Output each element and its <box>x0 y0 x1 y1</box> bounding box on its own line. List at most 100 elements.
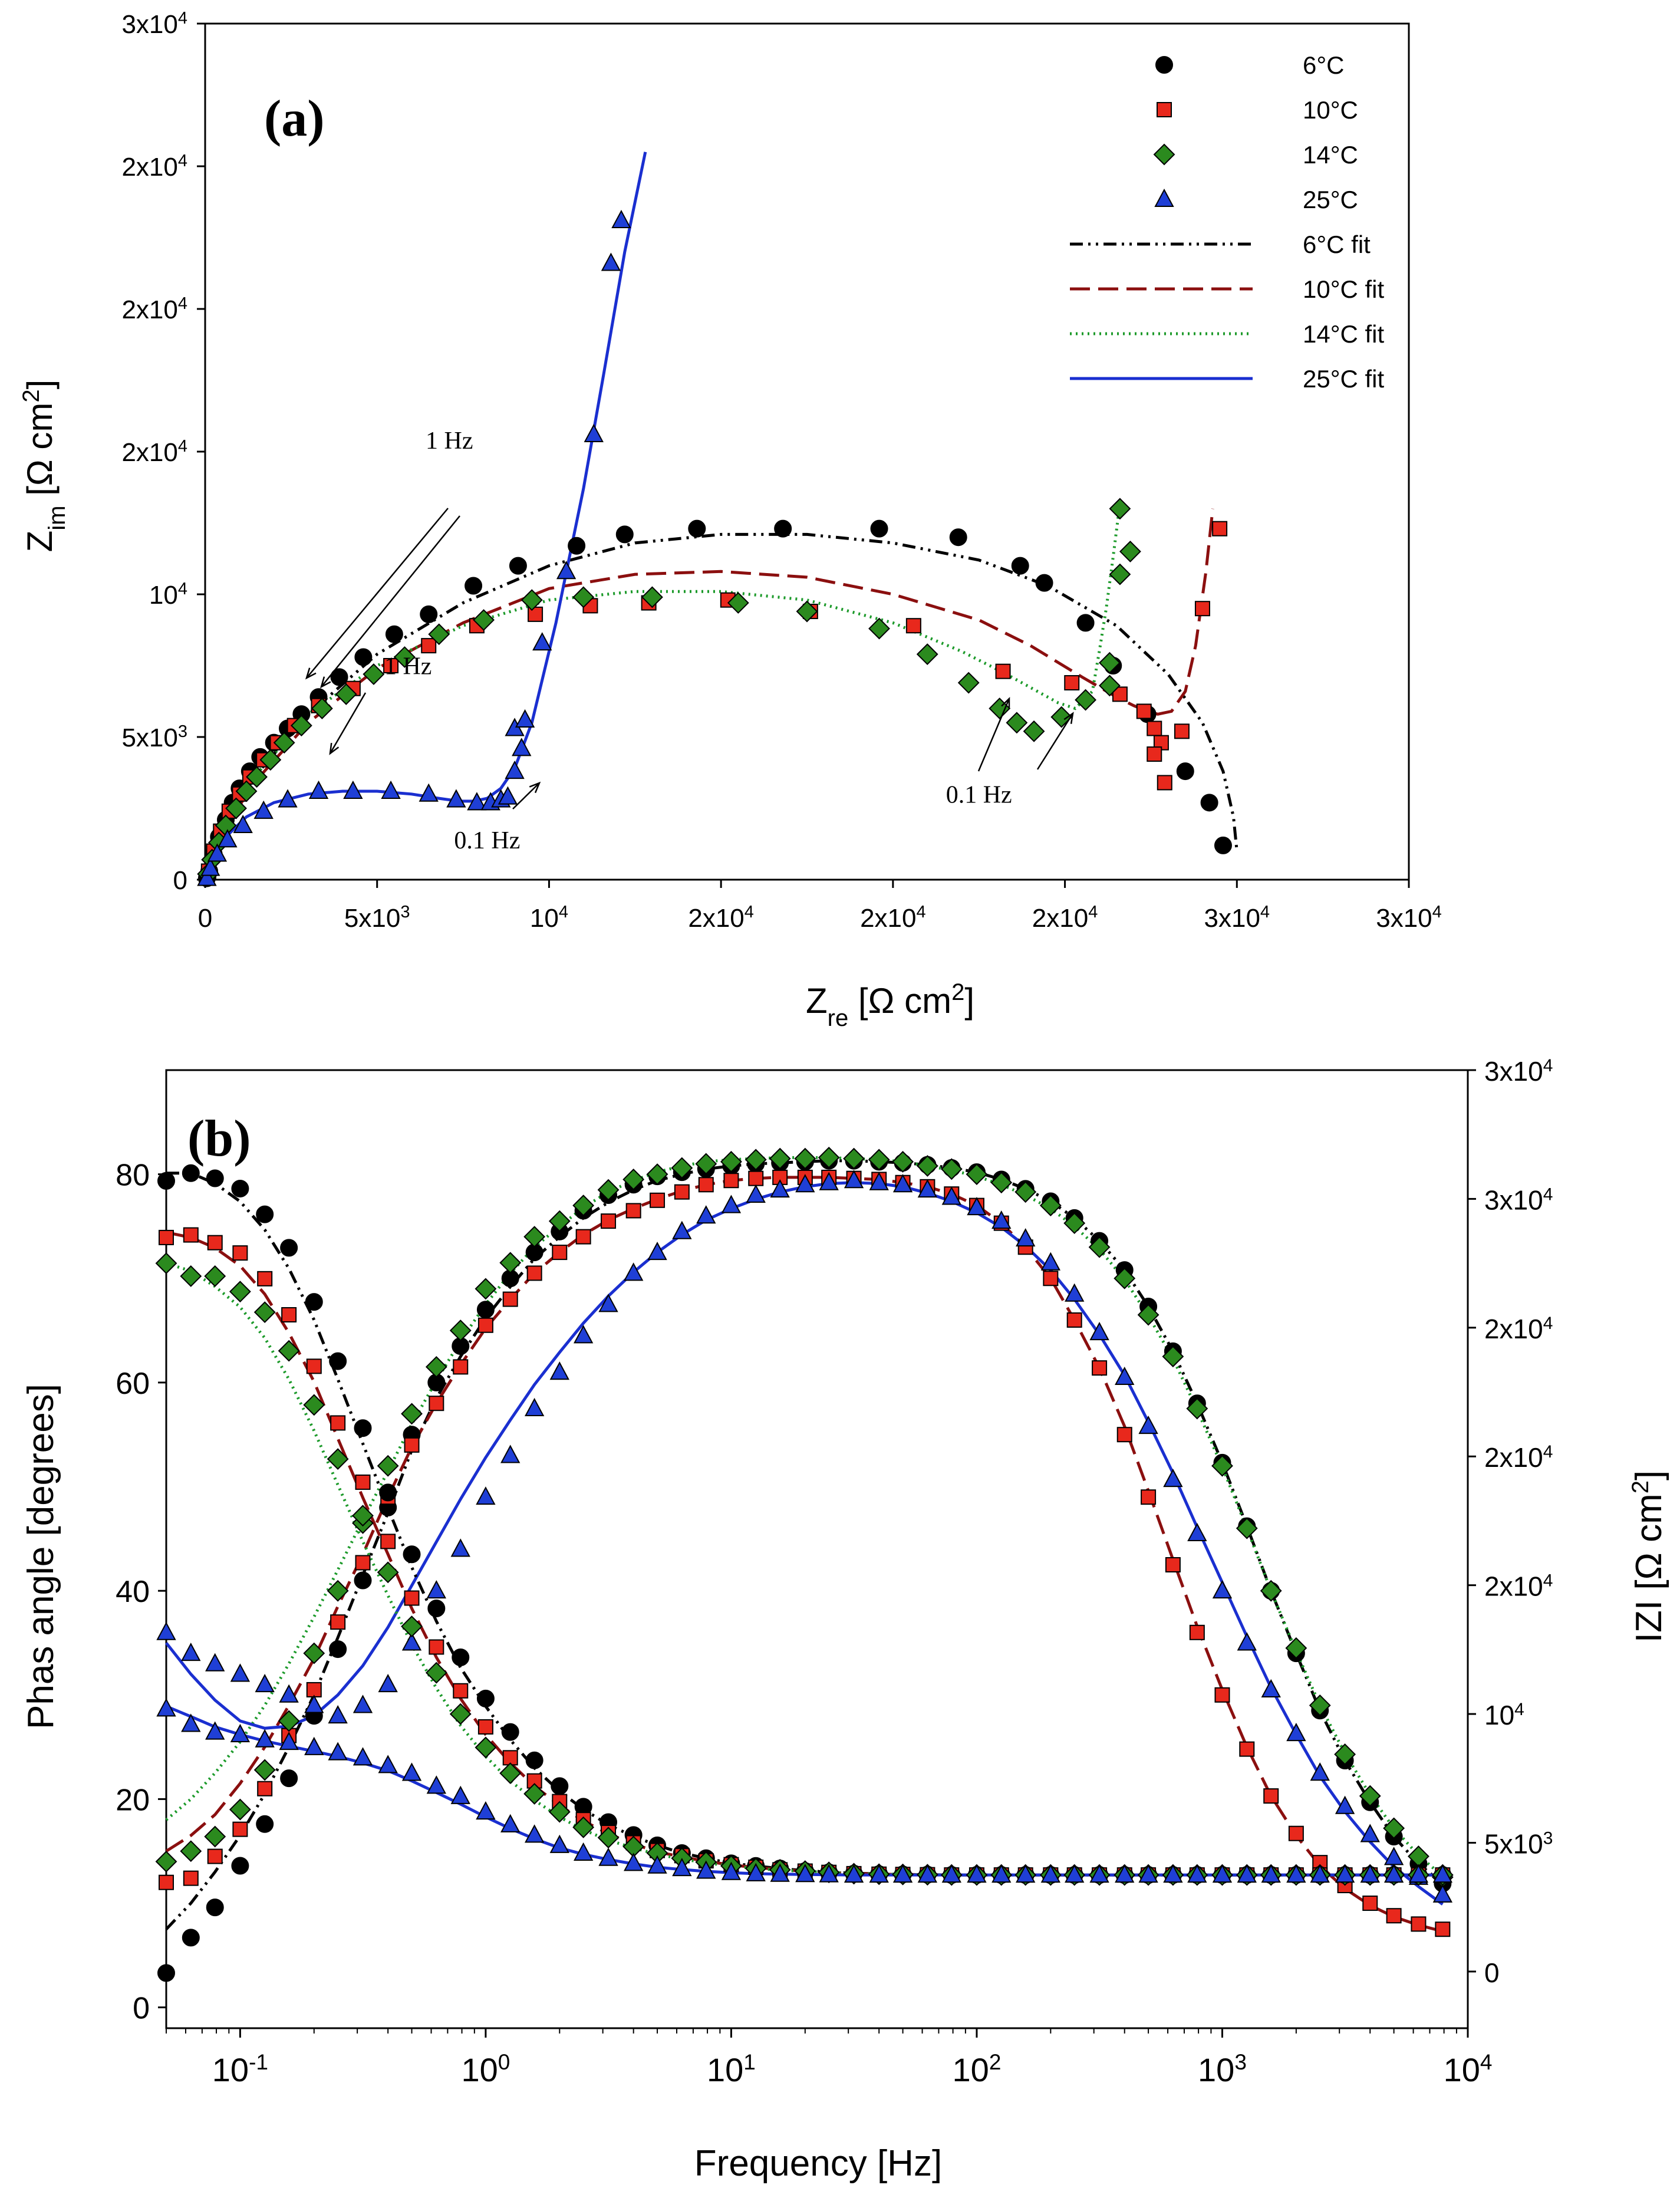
panel-a-annotation-label: 1 Hz <box>384 653 431 680</box>
panel-b-right-y-axis-label: IZI [Ω cm2] <box>1628 1470 1669 1643</box>
panel-b-phase-data-point <box>1286 1723 1306 1742</box>
panel-a-legend-marker <box>1154 188 1174 207</box>
panel-a-annotation-arrowhead <box>305 667 317 680</box>
panel-b-modulus-data-point <box>256 1205 274 1223</box>
panel-b-phase-data-point <box>1214 1687 1230 1703</box>
panel-b-modulus-data-point <box>819 1864 839 1883</box>
panel-a-x-tick-label: 3x104 <box>1376 903 1442 933</box>
panel-b-phase-data-point <box>1165 1557 1181 1572</box>
panel-a-data-point <box>207 843 228 862</box>
panel-b-phase-data-point <box>696 1205 716 1224</box>
panel-b-modulus-data-point <box>572 1816 595 1838</box>
panel-a-data-point <box>419 783 439 802</box>
panel-a-data-point <box>957 672 980 694</box>
panel-b-phase-data-point <box>279 1684 299 1703</box>
panel-b-phase-data-point <box>573 1325 594 1344</box>
panel-b-modulus-data-point <box>1115 1864 1135 1883</box>
panel-b-modulus-data-point <box>330 1415 346 1431</box>
panel-a-data-point <box>1109 498 1131 520</box>
panel-a-legend-marker <box>1157 102 1172 117</box>
panel-a-x-tick-label: 2x104 <box>860 903 926 933</box>
panel-a-data-point <box>354 648 373 666</box>
panel-a-data-point <box>420 605 438 623</box>
panel-a-fit-lines <box>203 152 1238 880</box>
panel-b-modulus-data-point <box>306 1358 322 1374</box>
panel-b-phase-data-point <box>940 1158 963 1180</box>
panel-b-modulus-data-point <box>869 1864 889 1883</box>
panel-b-phase-data-point <box>304 1694 324 1713</box>
panel-b-phase-data-point <box>1063 1212 1086 1235</box>
panel-b-label: (b) <box>187 1110 251 1167</box>
panel-b-phase-data-point <box>843 1147 865 1170</box>
panel-b-modulus-data-point <box>1212 1864 1233 1883</box>
panel-b-modulus-data-point <box>207 1235 223 1251</box>
panel-b-modulus-data-point <box>795 1864 815 1883</box>
panel-b-modulus-data-point <box>450 1785 470 1804</box>
panel-b-phase-data-point <box>1360 1824 1380 1842</box>
panel-b-left-y-tick-label: 0 <box>133 1992 150 2026</box>
panel-b-phase-data-point <box>1092 1360 1108 1376</box>
panel-a-data-point <box>1212 521 1228 537</box>
panel-b-phase-data-point <box>552 1245 568 1261</box>
panel-b-phase-data-point <box>1066 1312 1082 1328</box>
panel-b-x-tick-label: 100 <box>461 2050 510 2089</box>
panel-a-label: (a) <box>264 90 325 147</box>
panel-b-modulus-data-point <box>551 1777 569 1795</box>
panel-b-phase-data-point <box>183 1870 199 1886</box>
panel-b-modulus-data-point <box>353 1747 373 1766</box>
panel-b-modulus-data-point <box>672 1858 692 1877</box>
panel-a-x-tick-label: 5x103 <box>344 903 410 933</box>
panel-b-phase-data-point <box>1115 1366 1135 1386</box>
panel-b-modulus-data-point <box>183 1227 199 1243</box>
panel-a-data-point <box>515 709 535 728</box>
panel-b-phase-data-point <box>1186 1397 1208 1420</box>
panel-a-legend-label: 10°C <box>1303 96 1358 124</box>
panel-a-legend: 6°C 10°C 14°C 25°C 6°C fit 10°C fit 14°C fit 25… <box>1070 51 1385 393</box>
panel-a-data-point <box>1174 723 1190 739</box>
panel-b-phase-data-point <box>1141 1489 1157 1505</box>
panel-b-phase-data-point <box>1383 1817 1405 1840</box>
panel-a-x-axis-label: Zre [Ω cm2] <box>806 979 974 1031</box>
panel-b-right-y-tick-label: 0 <box>1484 1957 1500 1988</box>
panel-b-phase-data-point <box>1261 1679 1281 1697</box>
panel-b-modulus-data-point <box>378 1755 398 1773</box>
panel-b-modulus-data-point <box>281 1307 297 1322</box>
panel-a-data-point <box>1099 651 1121 674</box>
panel-b-modulus-data-point <box>475 1736 497 1759</box>
panel-b-phase-data-point <box>794 1147 816 1170</box>
panel-a-plot-frame <box>204 22 1410 881</box>
panel-b-phase-data-point <box>329 1640 347 1659</box>
panel-b-modulus-data-point <box>279 1732 299 1750</box>
panel-b-modulus-data-point <box>182 1164 200 1182</box>
panel-b-phase-data-point <box>306 1682 322 1697</box>
panel-b-phase-data-point <box>502 1291 518 1307</box>
panel-a-data-point <box>1147 746 1162 762</box>
panel-a-x-tick-label: 0 <box>198 904 212 933</box>
panel-b-modulus-data-point <box>453 1683 469 1699</box>
panel-b-phase-data-point <box>1138 1415 1158 1434</box>
panel-b-modulus-data-point <box>1187 1864 1207 1883</box>
panel-a-annotation-arrow <box>1036 713 1074 770</box>
panel-b-modulus-data-point <box>573 1842 594 1861</box>
panel-b-phase-data-point <box>354 1571 372 1590</box>
panel-b-modulus-data-point <box>426 1775 446 1794</box>
panel-b-modulus-data-point <box>476 1801 496 1820</box>
panel-b-modulus-data-point <box>328 1742 348 1761</box>
panel-b-modulus-data-point <box>181 1713 201 1732</box>
panel-a-data-point <box>233 814 253 834</box>
panel-a-data-point <box>1176 762 1194 781</box>
panel-b-modulus-data-point <box>156 1698 176 1717</box>
panel-b-phase-data-point <box>745 1149 767 1171</box>
panel-b-left-y-axis-label: Phas angle [degrees] <box>21 1384 61 1729</box>
panel-b-phase-data-point <box>892 1151 914 1173</box>
panel-b-modulus-data-point <box>206 1169 224 1187</box>
panel-a: 0 5x103 104 2x104 2x104 2x104 3x104 3x104 0 5x103… <box>18 9 1442 1031</box>
panel-b-phase-data-point <box>1040 1252 1061 1271</box>
panel-a-legend-marker <box>1155 56 1173 74</box>
panel-b-modulus-data-point <box>231 1179 249 1197</box>
panel-a-data-point <box>509 557 527 575</box>
panel-b-phase-data-point <box>232 1821 248 1837</box>
panel-b-modulus-data-point <box>352 1505 374 1527</box>
panel-b-modulus-data-point <box>696 1860 716 1879</box>
